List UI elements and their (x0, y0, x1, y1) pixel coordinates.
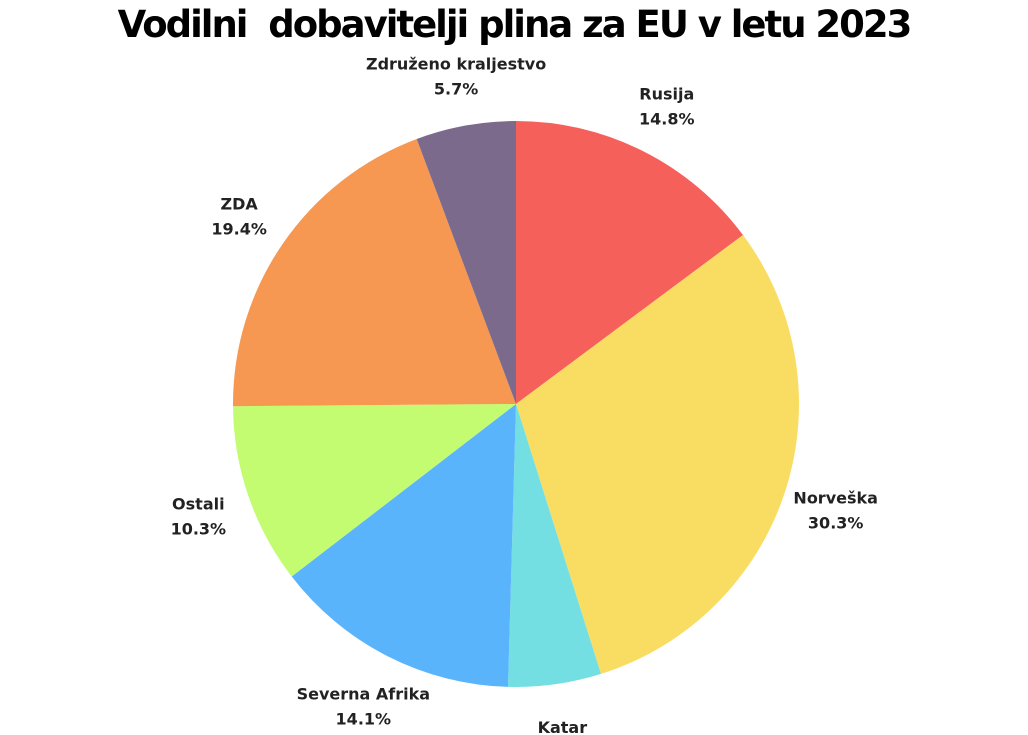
pie-slice-norveska (516, 235, 799, 674)
slice-value-rusija: 14.8% (639, 110, 695, 129)
slice-value-ostali: 10.3% (171, 519, 227, 538)
slice-value-zda: 19.4% (211, 220, 267, 239)
slice-label-ostali: Ostali (172, 494, 225, 513)
pie-slices (233, 121, 799, 687)
slice-value-zdruzeno-kraljestvo: 5.7% (434, 79, 478, 98)
pie-slice-severna-afrika (291, 404, 516, 687)
slice-label-zda: ZDA (220, 195, 258, 214)
pie-slice-ostali (233, 404, 517, 577)
pie-labels: Rusija14.8%Norveška30.3%Katar5.3%Severna… (171, 54, 878, 735)
pie-slice-katar (507, 404, 601, 687)
slice-label-severna-afrika: Severna Afrika (297, 684, 430, 703)
slice-label-rusija: Rusija (639, 85, 694, 104)
slice-label-katar: Katar (538, 718, 588, 735)
slice-label-norveska: Norveška (793, 488, 878, 507)
chart-title: Vodilni dobavitelji plina za EU v letu 2… (117, 3, 913, 46)
slice-label-zdruzeno-kraljestvo: Združeno kraljestvo (366, 54, 546, 73)
slice-value-severna-afrika: 14.1% (336, 709, 392, 728)
pie-slice-zda (233, 138, 516, 407)
pie-slice-zdruzeno-kraljestvo (416, 121, 516, 404)
pie-slice-rusija (516, 121, 744, 404)
slice-value-norveska: 30.3% (808, 513, 864, 532)
